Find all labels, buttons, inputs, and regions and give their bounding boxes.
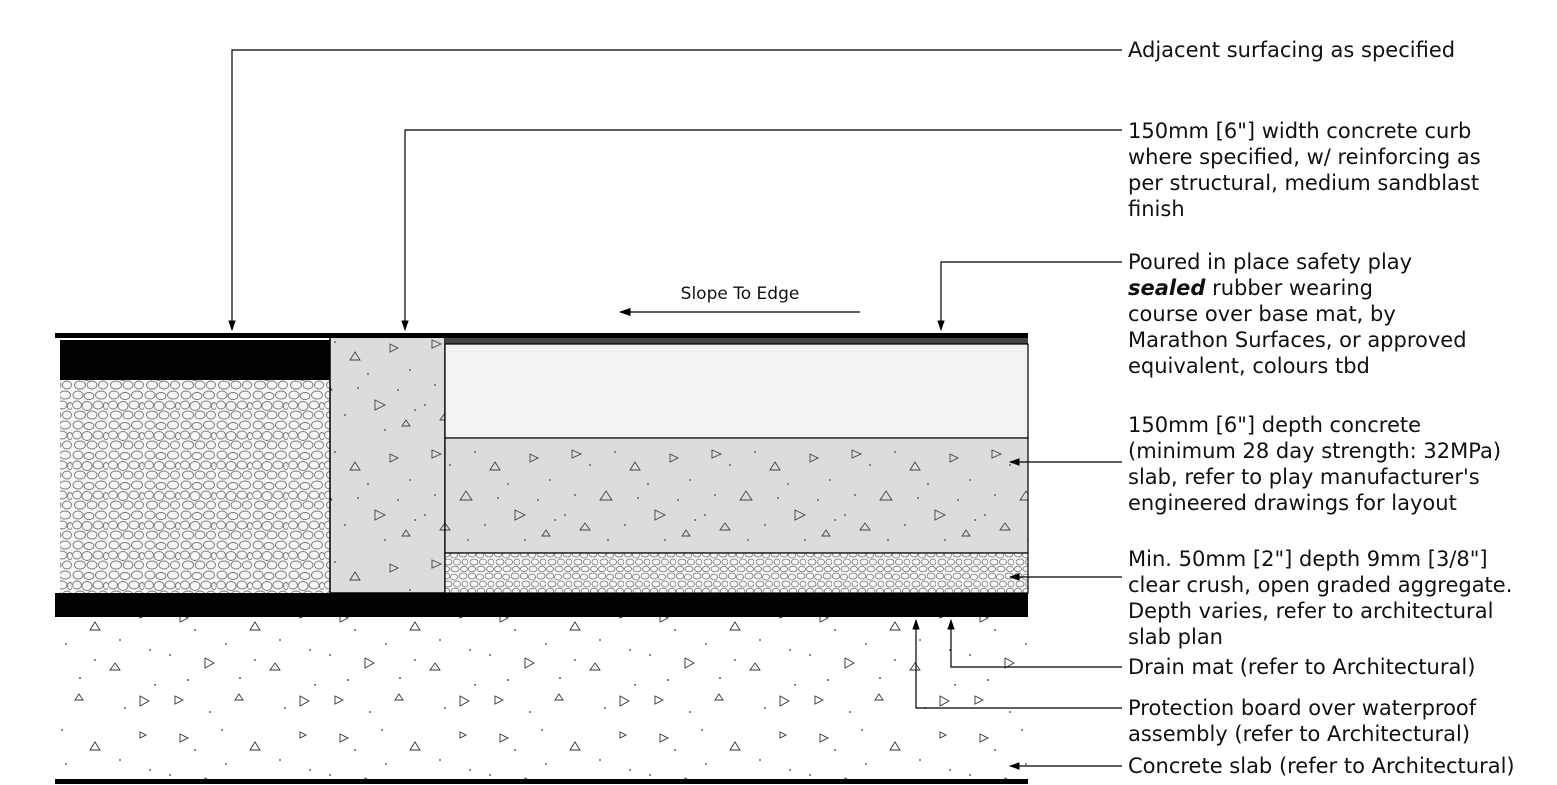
structural-slab — [55, 617, 1028, 779]
drain-mat-band — [55, 593, 1028, 617]
left-gravel-fill — [60, 380, 330, 593]
callout-concrete-slab: Concrete slab (refer to Architectural) — [1128, 754, 1515, 778]
callout-safety-surfacing-line2: sealed rubber wearing — [1128, 276, 1373, 300]
leader-concrete-curb — [401, 129, 1122, 332]
callout-safety-surfacing: Poured in place safety play — [1128, 250, 1412, 274]
base-mat — [444, 343, 1029, 439]
callouts: Adjacent surfacing as specified 150mm [6… — [1128, 38, 1519, 778]
clear-crush-layer — [444, 552, 1029, 594]
callout-concrete-depth: 150mm [6"] depth concrete (minimum 28 da… — [1128, 413, 1508, 515]
concrete-slab-150 — [444, 437, 1029, 554]
leader-adjacent-surfacing — [228, 49, 1122, 332]
callout-clear-crush: Min. 50mm [2"] depth 9mm [3/8"] clear cr… — [1128, 547, 1519, 649]
callout-safety-surfacing-rest: course over base mat, by Marathon Surfac… — [1128, 302, 1473, 378]
slope-label: Slope To Edge — [681, 284, 800, 304]
callout-adjacent-surfacing: Adjacent surfacing as specified — [1128, 38, 1455, 62]
callout-protection-board: Protection board over waterproof assembl… — [1128, 696, 1483, 746]
leader-protection-board — [912, 618, 1122, 709]
callout-concrete-curb: 150mm [6"] width concrete curb where spe… — [1128, 119, 1487, 221]
leader-drain-mat — [947, 618, 1122, 668]
callout-drain-mat: Drain mat (refer to Architectural) — [1128, 655, 1475, 679]
adjacent-surfacing-layer — [60, 340, 330, 380]
concrete-curb — [329, 336, 446, 594]
top-line — [55, 333, 1028, 338]
leader-safety-surfacing — [937, 261, 1122, 332]
bottom-line — [55, 779, 1028, 784]
